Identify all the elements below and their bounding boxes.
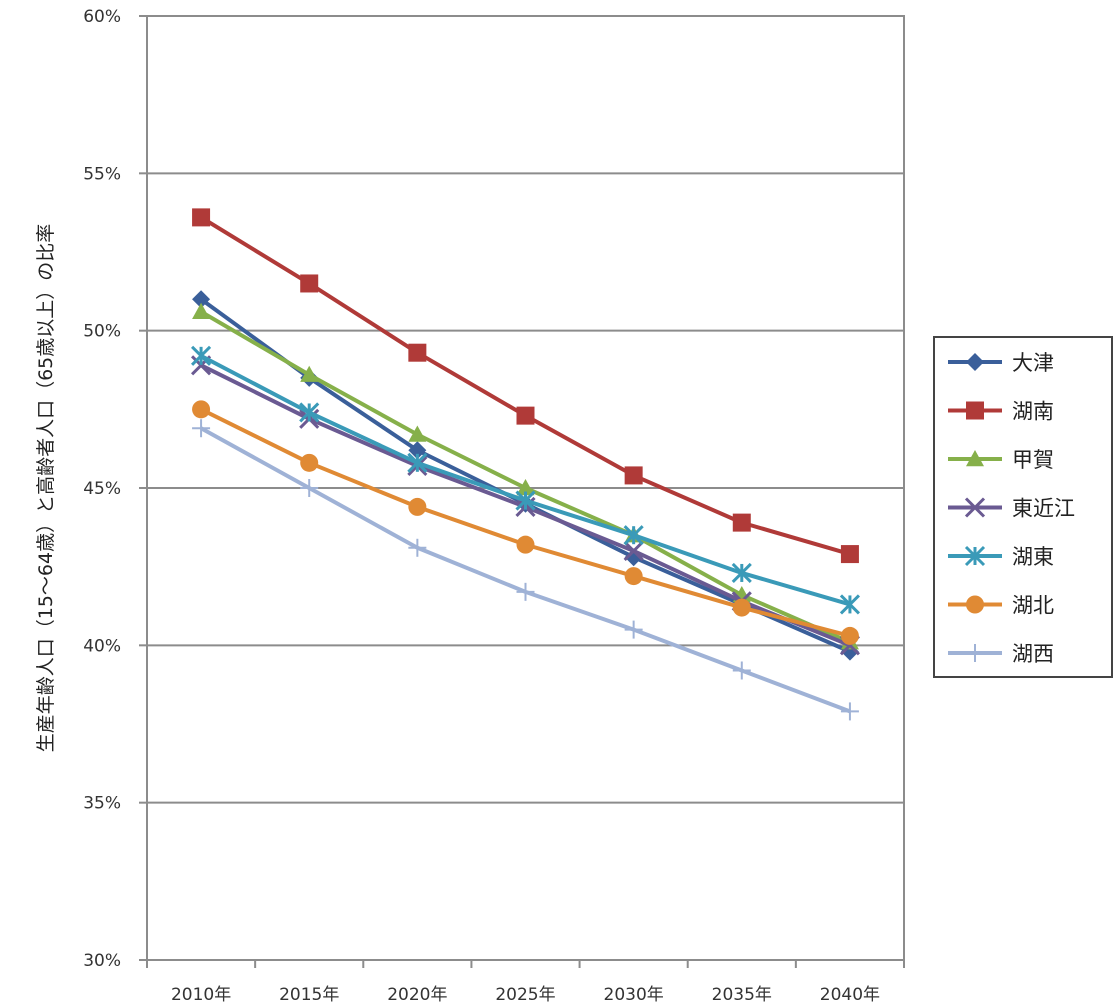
legend-item: 湖南 — [948, 400, 1054, 424]
legend-item: 湖北 — [948, 594, 1054, 618]
legend-label: 東近江 — [1012, 497, 1075, 521]
series-group — [191, 208, 860, 721]
data-point — [516, 535, 535, 554]
data-point — [191, 345, 212, 366]
series-5 — [191, 345, 860, 615]
data-point — [732, 513, 751, 532]
x-tick-label: 2020年 — [387, 985, 447, 1005]
legend-item: 大津 — [948, 351, 1054, 375]
x-tick-label: 2015年 — [279, 985, 339, 1005]
data-point — [300, 453, 319, 472]
legend-label: 湖北 — [1012, 594, 1054, 618]
y-tick-label: 30% — [83, 951, 121, 971]
legend-item: 湖西 — [948, 642, 1054, 666]
series-line — [200, 426, 851, 714]
data-point — [408, 425, 427, 442]
data-point — [623, 540, 644, 561]
data-point — [840, 702, 859, 721]
x-tick-label: 2010年 — [171, 985, 231, 1005]
legend-label: 湖南 — [1012, 400, 1054, 424]
y-tick-label: 40% — [83, 636, 121, 656]
data-point — [516, 479, 535, 496]
legend-item: 湖東 — [948, 545, 1054, 569]
legend-label: 湖東 — [1012, 545, 1054, 569]
x-tick-label: 2025年 — [495, 985, 555, 1005]
legend-marker — [966, 450, 984, 467]
series-line — [200, 407, 851, 638]
series-2 — [192, 208, 859, 564]
data-point — [407, 452, 428, 473]
data-point — [731, 562, 752, 584]
legend-label: 湖西 — [1012, 642, 1054, 666]
data-point — [300, 365, 319, 382]
y-tick-label: 35% — [83, 794, 121, 814]
data-point — [192, 290, 211, 309]
data-point — [300, 479, 319, 497]
data-point — [516, 582, 535, 601]
data-point — [299, 402, 320, 423]
y-tick-label: 45% — [83, 479, 121, 499]
legend-item: 東近江 — [948, 497, 1075, 521]
data-point — [408, 441, 427, 460]
data-point — [624, 567, 643, 586]
y-tick-label: 55% — [83, 164, 121, 184]
data-point — [192, 208, 211, 227]
series-7 — [192, 419, 859, 721]
data-point — [840, 626, 859, 645]
legend-label: 大津 — [1012, 351, 1054, 375]
data-point — [192, 302, 211, 319]
legend-item: 甲賀 — [948, 448, 1054, 472]
x-tick-label: 2030年 — [604, 985, 664, 1005]
y-tick-label: 60% — [83, 7, 121, 27]
y-axis-label: 生産年齢人口（15～64歳）と高齢者人口（65歳以上）の比率 — [35, 224, 57, 753]
legend-marker — [966, 401, 984, 420]
data-point — [623, 525, 644, 546]
data-point — [840, 545, 859, 564]
legend-marker — [966, 595, 984, 614]
data-point — [624, 466, 643, 485]
data-point — [192, 419, 211, 438]
data-point — [300, 274, 319, 293]
data-point — [624, 620, 643, 639]
legend-marker — [964, 497, 986, 518]
y-tick-label: 50% — [83, 322, 121, 342]
x-axis: 2010年 2015年 2020年 2025年 2030年 2035年 2040年 — [146, 960, 905, 1005]
legend-label: 甲賀 — [1012, 448, 1054, 472]
data-point — [732, 661, 751, 680]
data-point — [732, 598, 751, 617]
data-point — [515, 490, 536, 511]
data-point — [192, 400, 211, 419]
data-point — [408, 343, 427, 362]
series-1 — [192, 290, 859, 661]
legend-marker — [966, 353, 984, 371]
data-point — [839, 594, 860, 615]
x-tick-label: 2040年 — [820, 985, 880, 1005]
legend-marker — [964, 545, 986, 567]
data-point — [408, 538, 427, 557]
data-point — [516, 406, 535, 425]
series-6 — [192, 400, 859, 645]
y-axis: 30% 35% 40% 45% 50% 55% 60% — [83, 7, 147, 971]
legend-marker — [966, 644, 984, 662]
x-tick-label: 2035年 — [712, 985, 772, 1005]
data-point — [408, 497, 427, 516]
